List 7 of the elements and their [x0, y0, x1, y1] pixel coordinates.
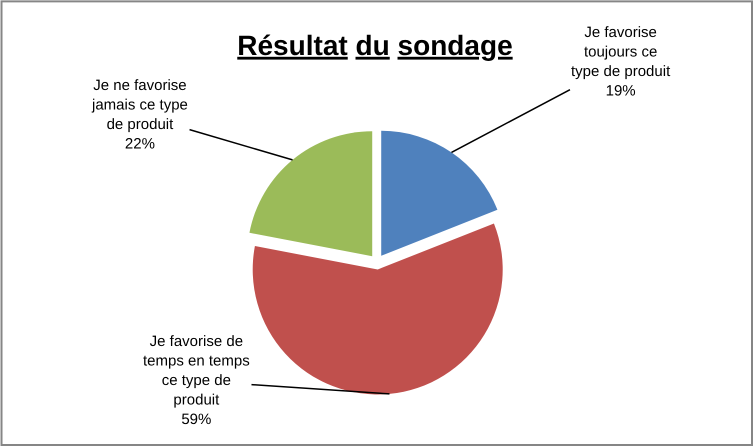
data-label: 22%	[124, 136, 155, 152]
slice-label: Je ne favorise jamais ce type de produit	[91, 77, 188, 133]
data-label: 59%	[181, 411, 212, 428]
chart-title: Résultat du sondage	[237, 30, 513, 61]
slice-label: Je favorise toujours ce type de produit	[571, 24, 672, 80]
slice-label: Je favorise de temps en temps ce type de produit	[143, 333, 250, 408]
data-label: 19%	[606, 82, 636, 100]
